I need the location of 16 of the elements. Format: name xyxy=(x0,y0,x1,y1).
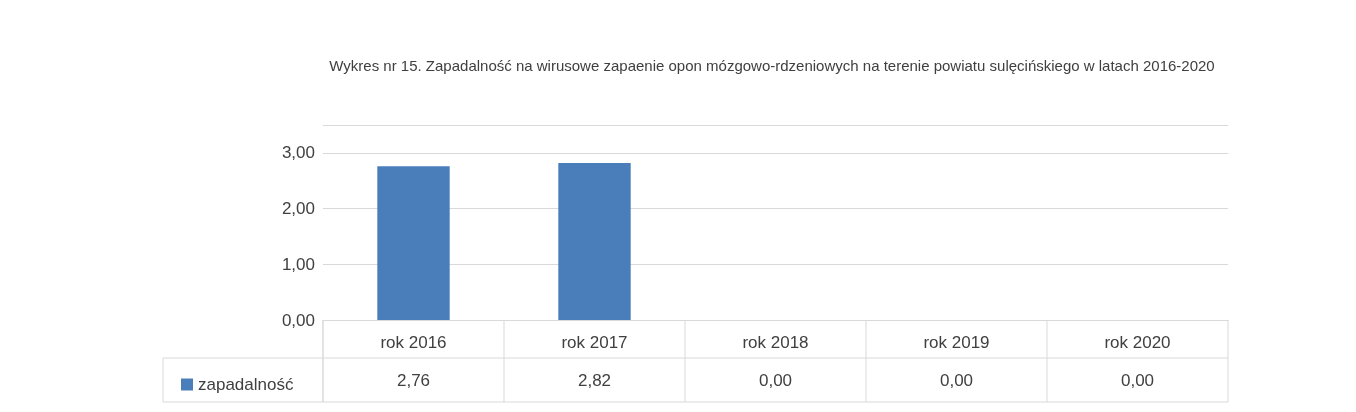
data-label: 2,76 xyxy=(396,370,431,390)
data-label: 0,00 xyxy=(758,370,793,390)
y-tick-label: 2,00 xyxy=(281,199,315,219)
data-label: 0,00 xyxy=(939,370,974,390)
x-tick-label: rok 2018 xyxy=(742,333,809,352)
y-tick-label: 3,00 xyxy=(281,143,315,163)
data-label: 2,82 xyxy=(577,370,612,390)
y-tick-label: 0,00 xyxy=(281,310,315,330)
data-label: 0,00 xyxy=(1120,370,1155,390)
chart-title: Wykres nr 15. Zapadalność na wirusowe zapaenie opon mózgowo-rdzeniowych na terenie powiatu sulęcińskiego w latach 2016-2020 xyxy=(329,56,1215,74)
legend-label: zapadalność xyxy=(198,375,294,394)
y-tick-label: 1,00 xyxy=(281,254,315,274)
x-tick-label: rok 2019 xyxy=(923,333,990,352)
x-tick-label: rok 2016 xyxy=(380,333,447,352)
x-tick-label: rok 2017 xyxy=(561,333,628,352)
x-tick-label: rok 2020 xyxy=(1104,333,1171,352)
